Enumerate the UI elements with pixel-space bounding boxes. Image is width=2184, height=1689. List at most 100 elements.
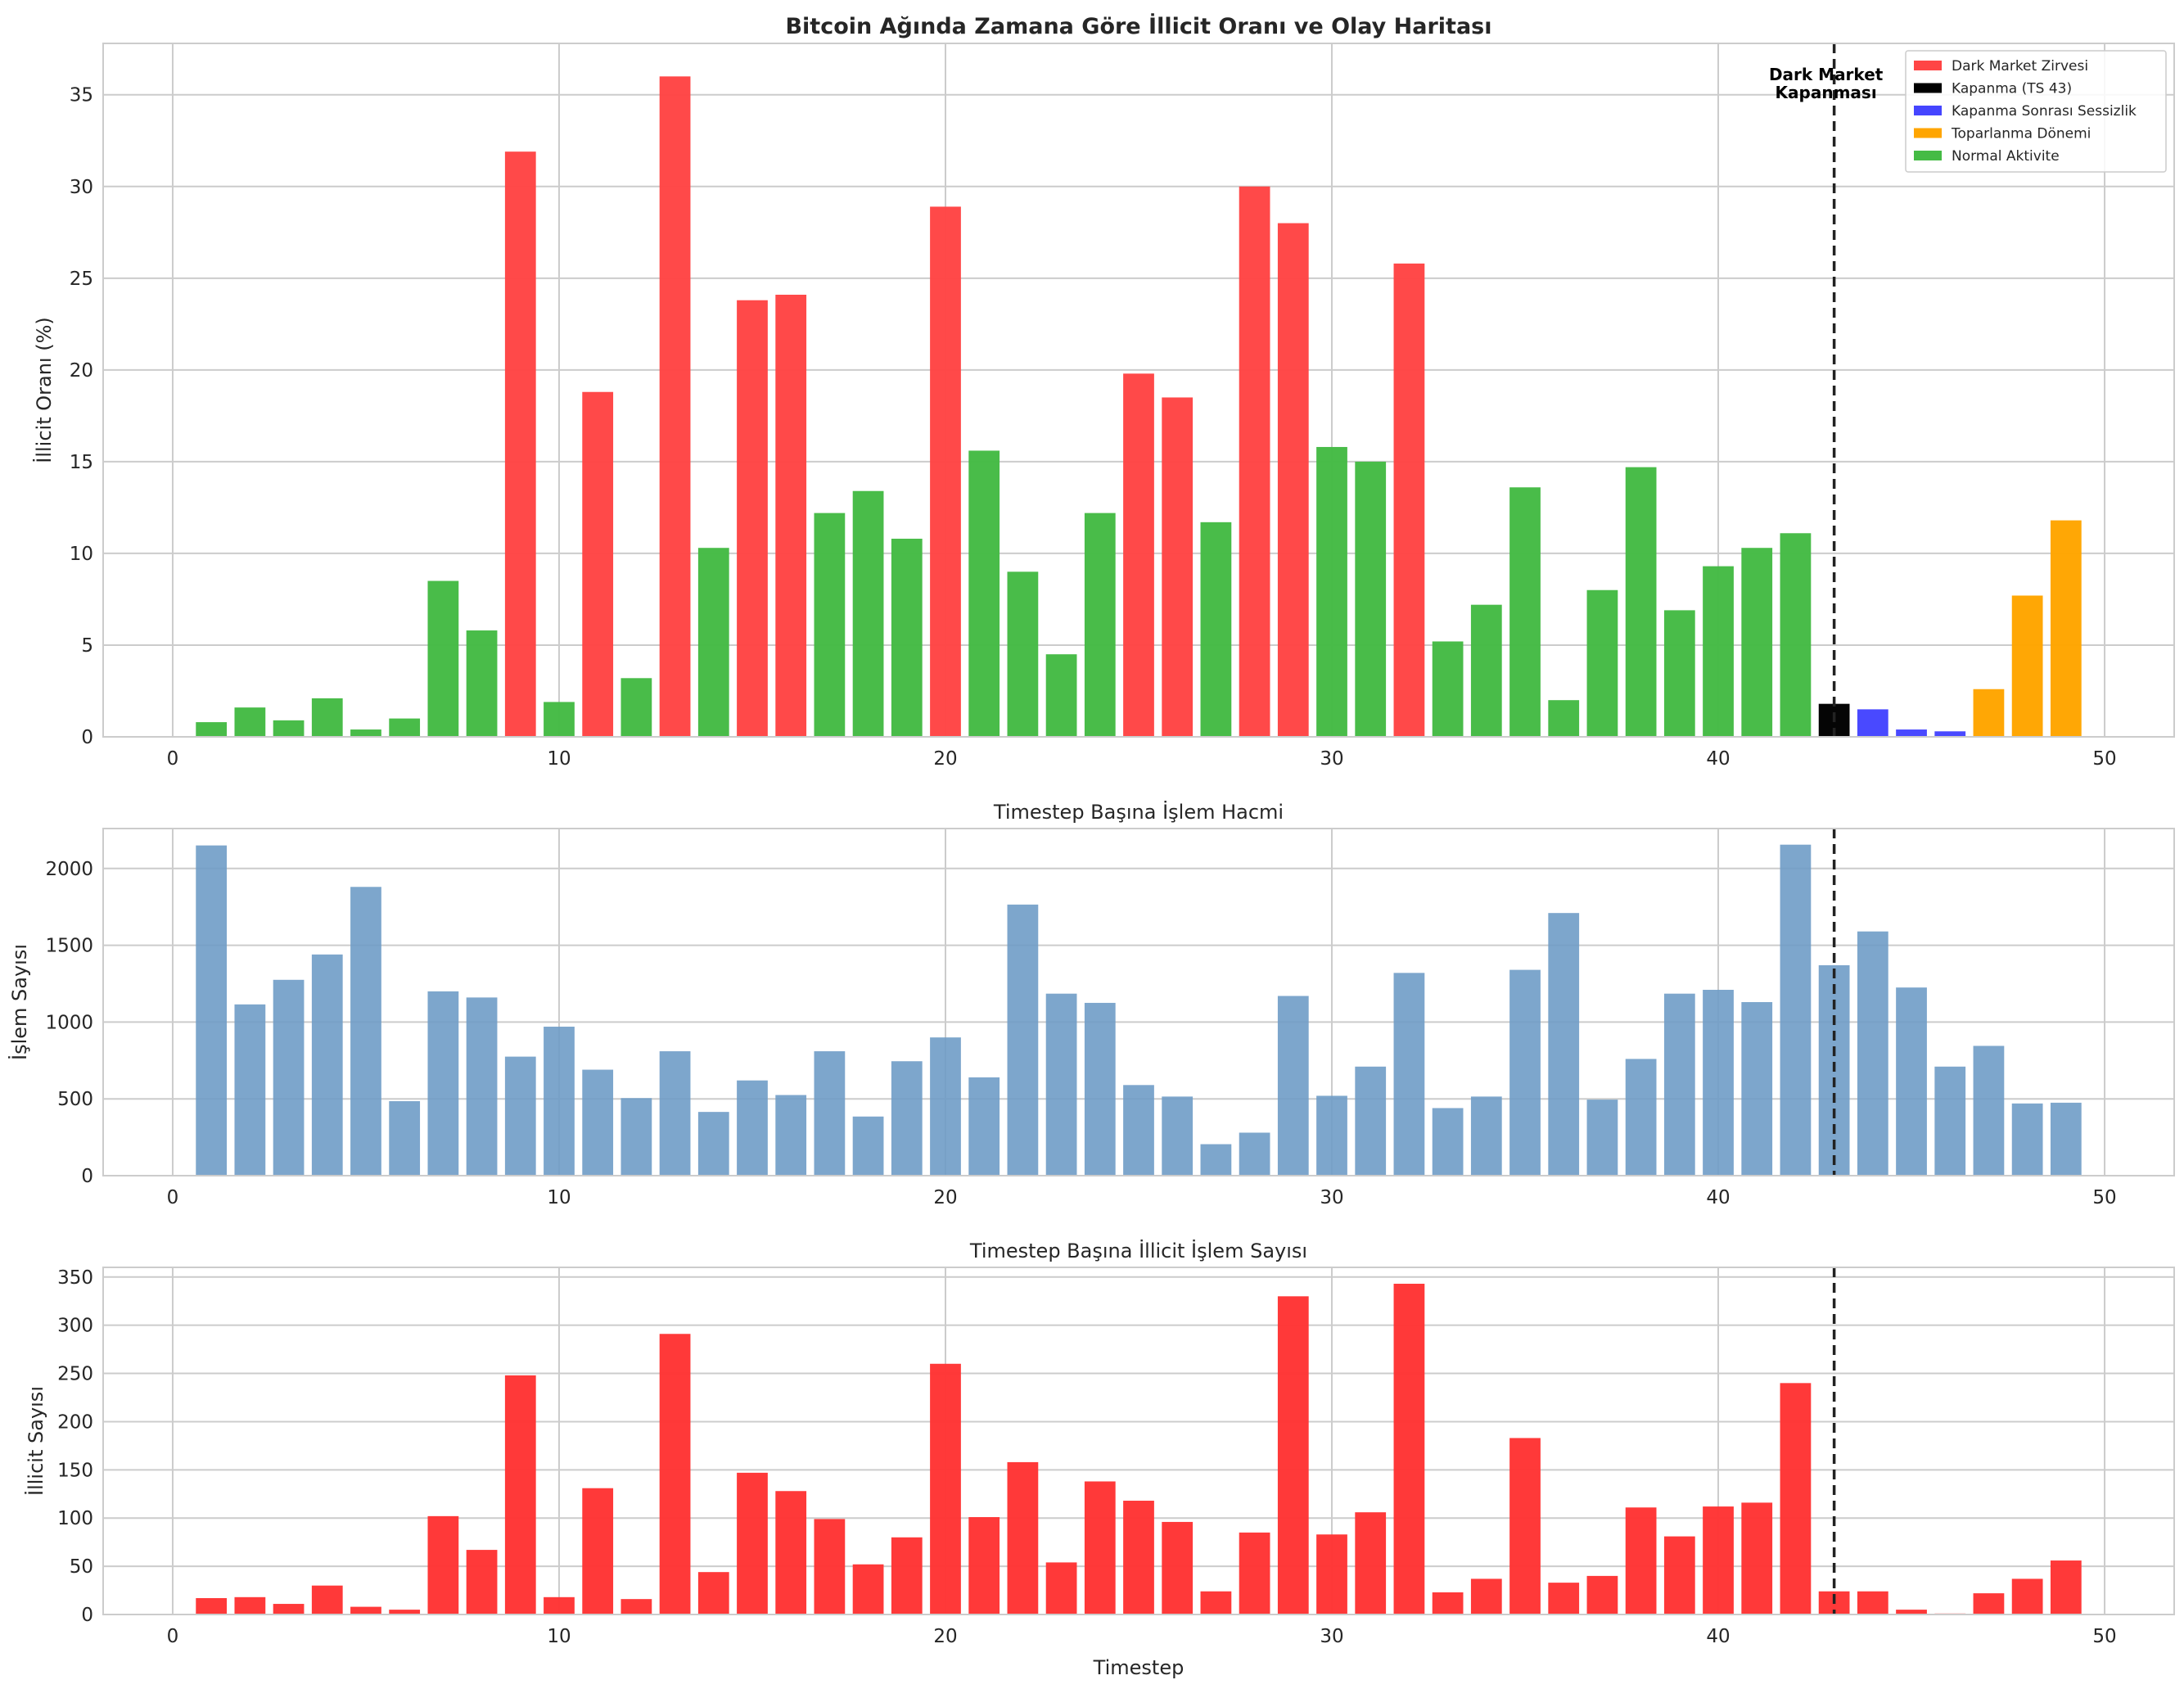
bar xyxy=(1741,1002,1773,1176)
bar xyxy=(582,391,614,737)
bar xyxy=(1703,566,1734,737)
x-axis-label: Timestep xyxy=(1093,1656,1185,1679)
bar xyxy=(930,206,961,738)
bar xyxy=(1896,987,1927,1176)
bar xyxy=(1857,1591,1888,1614)
bar xyxy=(814,1519,846,1614)
bar xyxy=(1741,548,1773,737)
y-tick-label: 150 xyxy=(57,1460,93,1481)
bar xyxy=(659,1051,691,1176)
bar xyxy=(1123,1501,1154,1614)
legend-item: Toparlanma Dönemi xyxy=(1914,126,2091,142)
bar xyxy=(1586,589,1618,737)
chart-title: Timestep Başına İşlem Hacmi xyxy=(993,800,1284,824)
bar xyxy=(196,722,228,737)
chart-title: Bitcoin Ağında Zamana Göre İllicit Oranı… xyxy=(785,13,1491,39)
bar xyxy=(1162,397,1194,737)
bar xyxy=(1432,1592,1464,1614)
bar xyxy=(1625,1507,1657,1614)
bar xyxy=(234,1596,266,1614)
bar xyxy=(775,1491,807,1614)
y-tick-label: 10 xyxy=(70,544,93,565)
bar xyxy=(775,294,807,738)
bar xyxy=(1239,1532,1270,1614)
closure-annotation: Dark Market Kapanması xyxy=(1769,65,1884,102)
bar xyxy=(968,450,1000,737)
bar xyxy=(1007,1461,1039,1614)
x-tick-label: 30 xyxy=(1320,1187,1343,1208)
legend-swatch xyxy=(1914,151,1942,160)
bar xyxy=(891,1061,923,1176)
bar xyxy=(1123,1085,1154,1176)
bar xyxy=(1007,904,1039,1176)
bar xyxy=(1393,263,1425,737)
bar xyxy=(620,1599,652,1614)
bar xyxy=(1084,1481,1116,1614)
x-tick-label: 40 xyxy=(1706,1187,1730,1208)
bar xyxy=(968,1517,1000,1614)
bar xyxy=(1780,1383,1812,1614)
bar xyxy=(1973,1593,2005,1614)
y-axis-label: İşlem Sayısı xyxy=(7,944,31,1060)
bar xyxy=(968,1077,1000,1176)
legend-swatch xyxy=(1914,106,1942,115)
y-tick-label: 350 xyxy=(57,1267,93,1289)
bar xyxy=(196,1597,228,1614)
bar xyxy=(620,1098,652,1176)
bar xyxy=(1316,1095,1347,1176)
bar xyxy=(775,1095,807,1176)
bar xyxy=(1509,487,1541,737)
bar xyxy=(1973,1045,2005,1176)
bar xyxy=(1200,1591,1232,1614)
bar xyxy=(1084,513,1116,737)
bar xyxy=(1084,1002,1116,1176)
bar xyxy=(1780,533,1812,737)
x-tick-label: 20 xyxy=(933,1626,957,1647)
y-tick-label: 1000 xyxy=(45,1012,93,1033)
y-tick-label: 5 xyxy=(81,635,93,657)
bar xyxy=(1200,522,1232,737)
bar xyxy=(737,1472,768,1614)
bar xyxy=(1239,186,1270,737)
legend-swatch xyxy=(1914,128,1942,138)
bar xyxy=(544,1596,575,1614)
bar xyxy=(1548,1583,1580,1614)
x-tick-label: 40 xyxy=(1706,1626,1730,1647)
bar xyxy=(1045,654,1077,737)
y-tick-label: 1500 xyxy=(45,936,93,957)
bar xyxy=(1703,989,1734,1176)
bar xyxy=(814,1051,846,1176)
bar xyxy=(1200,1144,1232,1176)
bar xyxy=(620,678,652,737)
x-tick-label: 40 xyxy=(1706,748,1730,770)
bar xyxy=(1973,689,2005,737)
bar xyxy=(852,490,884,737)
y-tick-label: 15 xyxy=(70,452,93,473)
bar xyxy=(1470,1096,1502,1176)
bar xyxy=(1355,1066,1387,1176)
bar xyxy=(1277,1296,1309,1614)
x-tick-label: 50 xyxy=(2092,748,2116,770)
bar xyxy=(582,1069,614,1176)
y-tick-label: 35 xyxy=(70,85,93,106)
bar xyxy=(1896,729,1927,737)
chart-title: Timestep Başına İllicit İşlem Sayısı xyxy=(969,1239,1307,1262)
bar xyxy=(311,954,343,1176)
bar xyxy=(1509,1438,1541,1614)
bar xyxy=(1509,969,1541,1176)
bar xyxy=(544,1027,575,1176)
bar xyxy=(1162,1096,1194,1176)
y-tick-label: 200 xyxy=(57,1411,93,1433)
bar xyxy=(697,1112,729,1176)
bar xyxy=(1857,931,1888,1176)
bar xyxy=(2011,595,2043,737)
bar xyxy=(427,1515,459,1614)
bar xyxy=(427,991,459,1176)
x-tick-label: 20 xyxy=(933,1187,957,1208)
bar xyxy=(930,1363,961,1614)
bar xyxy=(737,1080,768,1176)
y-tick-label: 2000 xyxy=(45,859,93,880)
y-tick-label: 0 xyxy=(81,727,93,748)
x-tick-label: 30 xyxy=(1320,1626,1343,1647)
